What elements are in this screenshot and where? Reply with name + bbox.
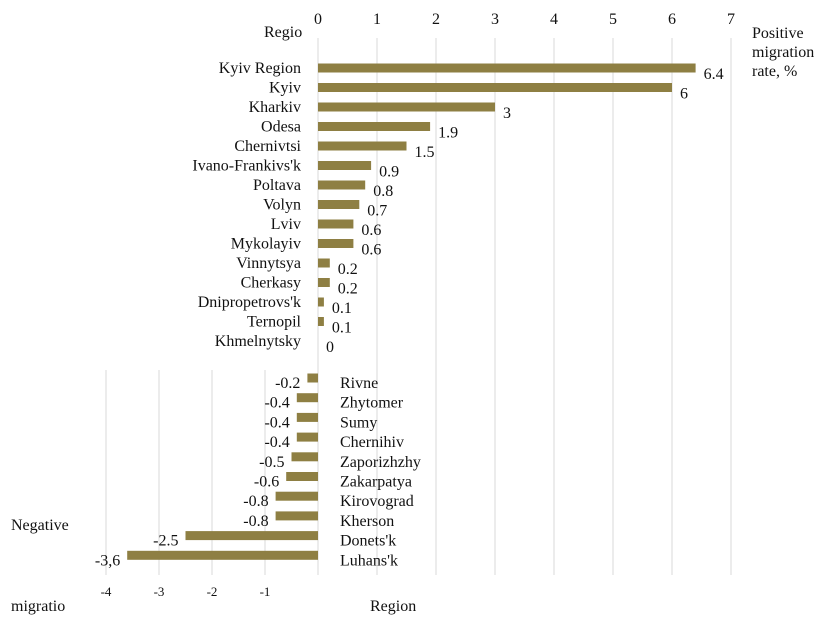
bar-positive	[318, 278, 330, 287]
region-label: Donets'k	[340, 533, 396, 550]
value-label: 1.9	[438, 125, 458, 142]
region-label: Volyn	[263, 197, 301, 214]
value-label: 0.1	[332, 300, 352, 317]
value-label: 6	[680, 86, 688, 103]
region-label: Poltava	[253, 177, 301, 194]
region-label: Kirovograd	[340, 493, 414, 510]
value-label: 0.7	[367, 203, 387, 220]
bar-negative	[127, 550, 318, 560]
value-label: -2.5	[153, 533, 178, 550]
top-tick-label: 6	[668, 11, 676, 28]
bar-positive	[318, 83, 672, 92]
bar-positive	[318, 102, 495, 112]
positive-legend-line-3: rate, %	[752, 63, 798, 80]
value-label: 0.1	[332, 320, 352, 337]
bar-negative	[275, 511, 318, 521]
bar-positive	[318, 258, 330, 268]
region-label: Kyiv Region	[219, 60, 301, 77]
value-label: 6.4	[704, 66, 724, 83]
bar-negative	[275, 491, 318, 501]
value-label: 0.2	[338, 281, 358, 298]
value-label: -0.6	[254, 474, 279, 491]
bottom-axis-title-center: Region	[370, 598, 416, 615]
bar-negative	[307, 373, 318, 383]
bars	[127, 63, 696, 560]
bar-positive	[318, 180, 366, 190]
region-label: Vinnytsya	[236, 255, 301, 272]
top-tick-label: 2	[432, 11, 440, 28]
value-label: 1.5	[415, 144, 435, 161]
value-label: 0.6	[361, 222, 381, 239]
positive-legend: Positive migration rate, %	[752, 24, 814, 81]
value-label: 3	[503, 105, 511, 122]
region-label: Dnipropetrovs'k	[198, 294, 301, 311]
bar-positive	[318, 161, 372, 170]
value-label: -0.4	[264, 414, 289, 431]
top-tick-label: 0	[314, 11, 322, 28]
bottom-tick-label: -1	[260, 584, 271, 599]
region-label: Lviv	[271, 216, 301, 233]
positive-legend-line-1: Positive	[752, 25, 804, 42]
bar-positive	[318, 239, 354, 248]
bar-negative	[296, 432, 318, 442]
region-label: Chernivtsi	[234, 138, 301, 155]
value-label: -0.8	[243, 513, 268, 530]
bar-negative	[296, 393, 318, 403]
value-label: -3,6	[95, 552, 120, 569]
positive-legend-line-2: migration	[752, 44, 815, 61]
region-label: Zaporizhzhy	[340, 454, 421, 471]
region-label: Zakarpatya	[340, 474, 412, 491]
region-label: Khmelnytsky	[215, 333, 301, 350]
value-label: -0.2	[275, 375, 300, 392]
region-label: Cherkasy	[241, 275, 301, 292]
top-tick-label: 7	[727, 11, 735, 28]
bottom-tick-label: -2	[207, 584, 218, 599]
bottom-axis-title-left: migratio	[11, 598, 65, 615]
region-label: Rivne	[340, 375, 378, 392]
value-label: -0.8	[243, 493, 268, 510]
value-label: 0.9	[379, 164, 399, 181]
top-axis-title: Regio	[264, 24, 302, 41]
bar-positive	[318, 141, 407, 151]
value-label: 0.6	[361, 242, 381, 259]
bar-positive	[318, 63, 696, 73]
bar-positive	[318, 297, 324, 307]
region-label: Odesa	[261, 119, 301, 136]
region-label: Kyiv	[269, 80, 301, 97]
bottom-tick-label: -3	[154, 584, 165, 599]
top-tick-label: 4	[550, 11, 558, 28]
region-label: Sumy	[340, 414, 377, 431]
region-label: Kherson	[340, 513, 394, 530]
region-label: Zhytomer	[340, 395, 404, 412]
region-label: Luhans'k	[340, 552, 398, 569]
region-label: Mykolayiv	[231, 236, 301, 253]
bar-negative	[185, 531, 318, 541]
labels: 0 1 2 3 4 5 6 7 -4 -3 -2 -1 Kyiv Region 6.4 Kyiv 6 Khark…	[95, 11, 735, 599]
value-label: 0	[326, 339, 334, 356]
bar-positive	[318, 219, 354, 229]
top-tick-label: 3	[491, 11, 499, 28]
value-label: 0.8	[373, 183, 393, 200]
negative-legend: Negative	[11, 517, 69, 534]
value-label: -0.4	[264, 395, 289, 412]
value-label: 0.2	[338, 261, 358, 278]
bar-positive	[318, 200, 360, 209]
top-tick-label: 1	[373, 11, 381, 28]
bar-negative	[286, 472, 318, 481]
region-label: Kharkiv	[249, 99, 301, 116]
bar-negative	[296, 412, 318, 422]
bar-positive	[318, 317, 324, 326]
value-label: -0.5	[259, 454, 284, 471]
top-tick-label: 5	[609, 11, 617, 28]
region-label: Chernihiv	[340, 434, 404, 451]
bar-negative	[291, 452, 318, 462]
bottom-tick-label: -4	[101, 584, 112, 599]
region-label: Ivano-Frankivs'k	[192, 158, 301, 175]
bar-positive	[318, 122, 431, 131]
region-label: Ternopil	[247, 314, 302, 331]
value-label: -0.4	[264, 434, 289, 451]
